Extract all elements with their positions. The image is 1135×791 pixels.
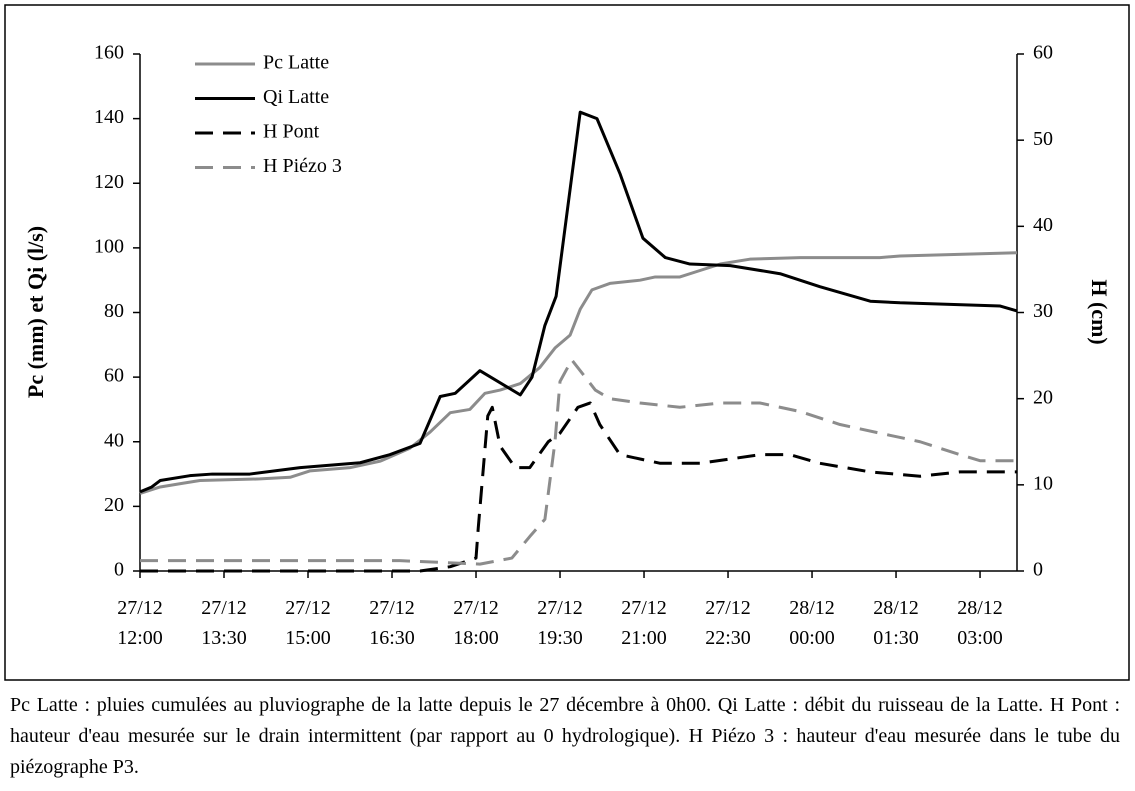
y2-tick-label: 60 — [1033, 42, 1053, 64]
y-tick-label: 40 — [104, 429, 124, 451]
y2-tick-label: 0 — [1033, 559, 1043, 581]
x-tick-label: 27/12 18:00 — [453, 597, 499, 649]
legend-label: H Piézo 3 — [263, 155, 342, 177]
y-tick-label: 80 — [104, 300, 124, 322]
legend-label: Pc Latte — [263, 52, 329, 74]
y-tick-label: 120 — [94, 171, 124, 193]
x-tick-label: 28/12 03:00 — [957, 597, 1003, 649]
caption: Pc Latte : pluies cumulées au pluviograp… — [10, 694, 1120, 778]
y-tick-label: 100 — [94, 235, 124, 257]
y2-tick-label: 20 — [1033, 386, 1053, 408]
y2-tick-label: 40 — [1033, 214, 1053, 236]
y-tick-label: 20 — [104, 494, 124, 516]
series-line — [139, 110, 1018, 494]
x-tick-label: 27/12 15:00 — [285, 597, 331, 649]
series-line — [140, 358, 1017, 566]
y-tick-label: 140 — [94, 106, 124, 128]
y2-tick-label: 50 — [1033, 128, 1053, 150]
y2-tick-label: 10 — [1033, 472, 1053, 494]
x-tick-label: 28/12 01:30 — [873, 597, 919, 649]
series-line — [140, 401, 1017, 573]
y-tick-label: 0 — [114, 559, 124, 581]
y2-tick-label: 30 — [1033, 300, 1053, 322]
y-tick-label: 60 — [104, 365, 124, 387]
y2-axis-title: H (cm) — [1087, 279, 1112, 344]
y-tick-label: 160 — [94, 42, 124, 64]
legend-label: H Pont — [263, 121, 320, 143]
x-tick-label: 27/12 19:30 — [537, 597, 583, 649]
x-tick-label: 27/12 12:00 — [117, 597, 163, 649]
x-tick-label: 28/12 00:00 — [789, 597, 835, 649]
x-tick-label: 27/12 13:30 — [201, 597, 247, 649]
y-axis-title: Pc (mm) et Qi (l/s) — [23, 226, 48, 398]
series-line — [139, 251, 1018, 495]
x-tick-label: 27/12 21:00 — [621, 597, 667, 649]
legend-label: Qi Latte — [263, 86, 329, 108]
frame — [4, 4, 1130, 681]
x-tick-label: 27/12 16:30 — [369, 597, 415, 649]
x-tick-label: 27/12 22:30 — [705, 597, 751, 649]
